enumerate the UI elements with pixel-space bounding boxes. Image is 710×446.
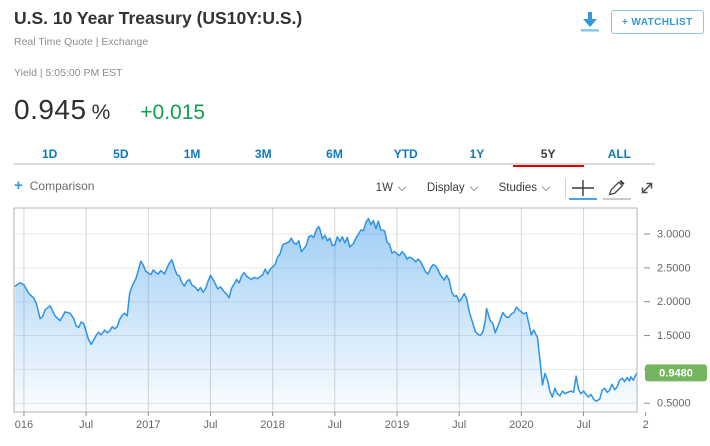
svg-text:2.5000: 2.5000 [657,262,691,274]
range-tab-ytd[interactable]: YTD [393,147,418,161]
range-tab-1d[interactable]: 1D [41,147,58,161]
svg-text:2019: 2019 [385,419,409,431]
download-button[interactable] [576,10,604,36]
active-tool-underline [569,197,597,200]
quote-source: Real Time Quote | Exchange [14,36,149,48]
svg-text:2.0000: 2.0000 [657,296,691,308]
display-dropdown[interactable]: Display [426,182,478,194]
page-title: U.S. 10 Year Treasury (US10Y:U.S.) [14,8,303,28]
quote-time-label: Yield | 5:05:00 PM EST [14,67,123,79]
display-label: Display [426,182,465,194]
range-tab-1m[interactable]: 1M [183,147,201,161]
current-price-tag: 0.9480 [645,364,707,382]
svg-text:2018: 2018 [260,419,284,431]
yield-series [14,217,638,412]
download-icon [581,12,599,32]
range-tab-all[interactable]: ALL [607,147,632,161]
svg-text:Jul: Jul [79,419,93,431]
add-comparison-button[interactable]: + Comparison [14,177,95,194]
tabs-divider [14,163,655,165]
chevron-down-icon [541,182,551,191]
svg-text:0.9480: 0.9480 [659,367,693,379]
toolbar-divider [565,178,566,198]
range-tab-1y[interactable]: 1Y [469,147,485,161]
interval-value: 1W [375,182,393,194]
x-axis: 016 Jul 2017 Jul 2018 Jul 2019 Jul 2020 Jul 2 [15,412,649,431]
yield-change: +0.015 [140,101,206,124]
expand-icon [641,182,653,194]
pencil-icon [608,179,625,195]
y-axis: 3.0000 2.5000 2.0000 1.5000 0.5000 [644,229,691,410]
range-tab-3m[interactable]: 3M [254,147,272,161]
svg-text:0.5000: 0.5000 [657,398,691,410]
studies-dropdown[interactable]: Studies [498,182,551,194]
svg-text:Jul: Jul [576,419,590,431]
studies-label: Studies [498,182,537,194]
crosshair-icon [572,180,594,196]
svg-text:1.5000: 1.5000 [657,330,691,342]
svg-text:Jul: Jul [328,419,342,431]
chevron-down-icon [397,182,407,191]
svg-text:2: 2 [643,419,649,431]
plot-border [13,207,638,413]
range-tab-5d[interactable]: 5D [113,147,129,161]
current-yield: 0.945 [14,94,87,125]
svg-text:2020: 2020 [509,419,533,431]
fullscreen-button[interactable] [634,176,660,200]
crosshair-tool-button[interactable] [566,176,600,200]
comparison-label: Comparison [29,179,95,193]
svg-text:Jul: Jul [203,419,217,431]
interval-dropdown[interactable]: 1W [375,182,407,194]
chart-toolbar: + Comparison 1W Display Studies [0,176,710,200]
svg-text:016: 016 [15,419,33,431]
svg-text:2017: 2017 [136,419,160,431]
price-chart[interactable]: 016 Jul 2017 Jul 2018 Jul 2019 Jul 2020 Jul 2 3.000… [0,205,710,446]
plus-icon: + [14,177,23,194]
add-watchlist-button[interactable]: + WATCHLIST [611,10,704,34]
tool-underline [603,197,631,200]
chevron-down-icon [469,182,478,191]
range-tabs: 1D 5D 1M 3M 6M YTD 1Y 5Y ALL [14,146,655,167]
yield-unit: % [91,101,111,124]
range-tab-6m[interactable]: 6M [326,147,343,161]
range-tab-5y[interactable]: 5Y [512,146,584,167]
svg-text:Jul: Jul [452,419,466,431]
draw-tool-button[interactable] [600,176,634,200]
svg-text:3.0000: 3.0000 [657,229,691,241]
price-row: 0.945 % +0.015 [14,94,205,126]
